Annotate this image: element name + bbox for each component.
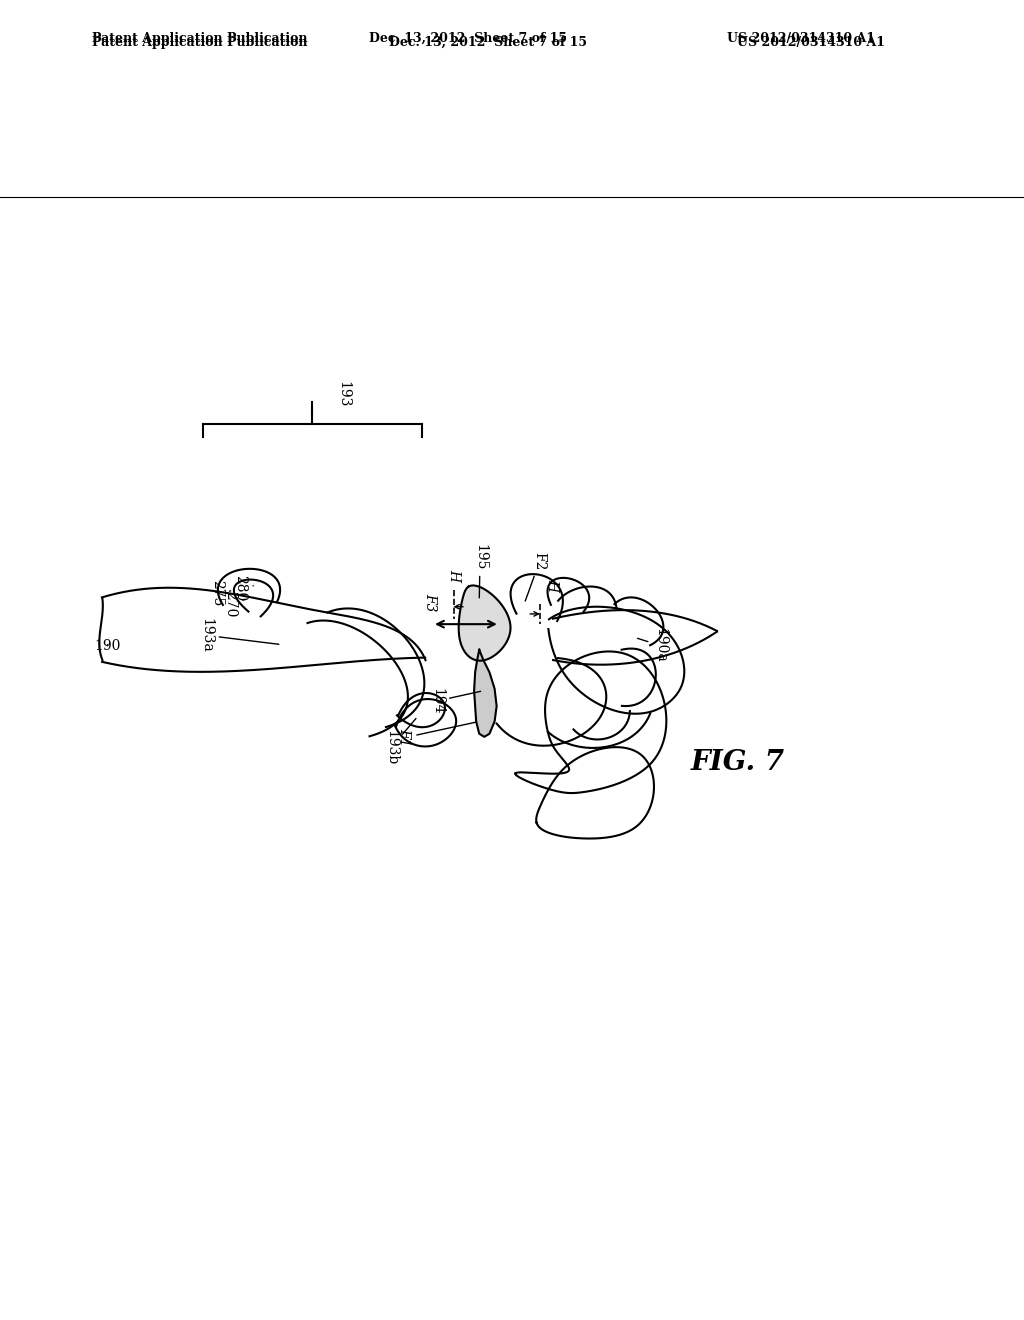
Text: US 2012/0314310 A1: US 2012/0314310 A1 — [737, 36, 886, 49]
Text: Patent Application Publication: Patent Application Publication — [92, 36, 307, 49]
Text: F3: F3 — [423, 593, 437, 611]
Polygon shape — [474, 649, 497, 737]
Text: US 2012/0314310 A1: US 2012/0314310 A1 — [727, 32, 876, 45]
Text: H: H — [447, 569, 462, 581]
Text: 270: 270 — [223, 590, 245, 616]
Text: 194: 194 — [430, 688, 480, 714]
Text: 193: 193 — [336, 380, 350, 407]
Polygon shape — [515, 652, 667, 793]
Text: 193b: 193b — [384, 718, 416, 766]
Text: Patent Application Publication: Patent Application Publication — [92, 32, 307, 45]
Text: 275: 275 — [210, 581, 230, 607]
Text: F2: F2 — [525, 553, 547, 601]
Text: H: H — [545, 579, 559, 591]
Text: FIG. 7: FIG. 7 — [690, 748, 784, 776]
Text: 193a: 193a — [200, 618, 279, 653]
Text: 190: 190 — [94, 639, 121, 653]
Polygon shape — [459, 586, 511, 661]
Text: Dec. 13, 2012  Sheet 7 of 15: Dec. 13, 2012 Sheet 7 of 15 — [389, 36, 587, 49]
Text: Dec. 13, 2012  Sheet 7 of 15: Dec. 13, 2012 Sheet 7 of 15 — [369, 32, 566, 45]
Polygon shape — [537, 747, 654, 838]
Text: F1: F1 — [397, 722, 476, 747]
Text: 280: 280 — [233, 576, 253, 602]
Text: 195: 195 — [473, 544, 487, 598]
Text: 190a: 190a — [638, 628, 668, 663]
